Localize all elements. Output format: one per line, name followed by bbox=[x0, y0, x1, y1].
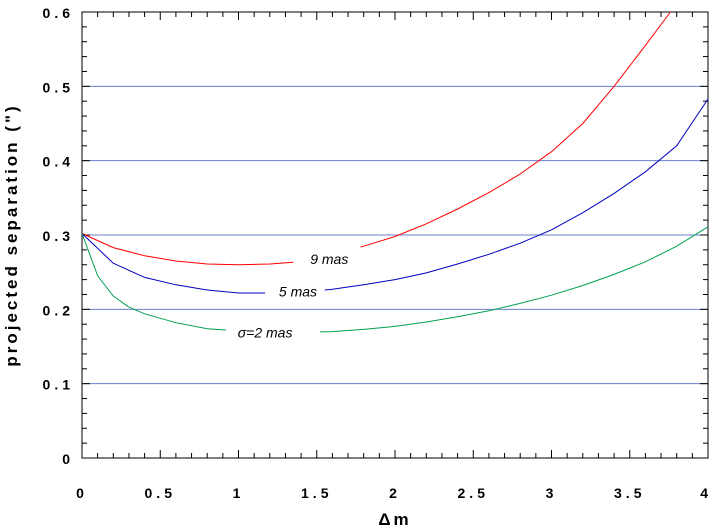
series-line bbox=[319, 226, 709, 333]
x-tick-label: 1 bbox=[233, 485, 245, 501]
gridlines bbox=[82, 85, 708, 385]
curve-label: σ=2 mas bbox=[238, 324, 293, 340]
y-tick-label: 0.2 bbox=[43, 302, 74, 318]
tick-labels: 0 0.5 1 1.5 2 2.5 3 3.5 4 0 0.1 0.2 0.3 0.4 0.5 0.6 bbox=[43, 5, 711, 501]
x-tick-label: 0 bbox=[76, 485, 88, 501]
y-tick-label: 0.1 bbox=[43, 377, 74, 393]
y-axis-title: projected separation (") bbox=[2, 103, 21, 366]
x-tick-label: 3.5 bbox=[614, 485, 645, 501]
y-tick-label: 0.5 bbox=[43, 79, 74, 95]
x-tick-label: 2.5 bbox=[458, 485, 489, 501]
curve-label: 5 mas bbox=[279, 283, 317, 299]
x-tick-label: 3 bbox=[546, 485, 558, 501]
y-tick-label: 0.6 bbox=[43, 5, 74, 21]
y-tick-label: 0 bbox=[62, 451, 74, 467]
curve-labels: 9 mas 5 mas σ=2 mas bbox=[238, 251, 349, 341]
series-line bbox=[81, 233, 227, 331]
curve-label: 9 mas bbox=[310, 251, 348, 267]
x-axis-title: Δm bbox=[378, 510, 411, 528]
y-tick-label: 0.4 bbox=[43, 154, 74, 170]
series-line bbox=[360, 11, 671, 248]
series-line bbox=[324, 98, 709, 291]
x-tick-label: 1.5 bbox=[301, 485, 332, 501]
x-tick-label: 4 bbox=[700, 485, 711, 501]
series-line bbox=[81, 233, 266, 294]
x-tick-label: 0.5 bbox=[145, 485, 176, 501]
series-line bbox=[81, 233, 294, 266]
series-lines bbox=[81, 11, 709, 333]
tick-marks bbox=[81, 11, 709, 459]
x-tick-label: 2 bbox=[389, 485, 401, 501]
y-tick-label: 0.3 bbox=[43, 228, 74, 244]
